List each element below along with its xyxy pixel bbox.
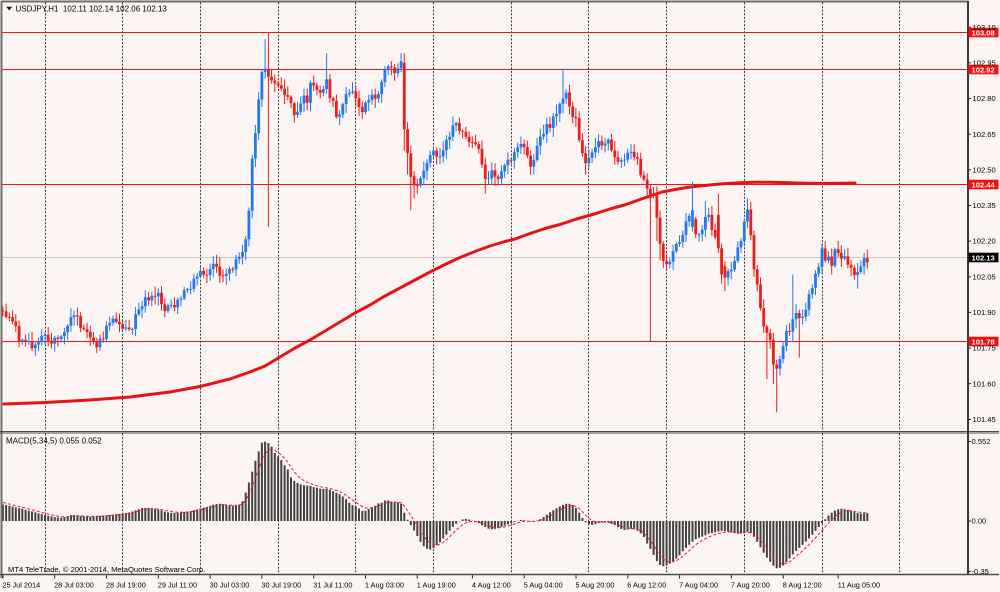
svg-text:6 Aug 12:00: 6 Aug 12:00: [627, 581, 666, 590]
svg-text:102.50: 102.50: [973, 165, 996, 174]
svg-text:101.90: 101.90: [973, 308, 996, 317]
svg-text:102.65: 102.65: [973, 130, 996, 139]
svg-text:-0.35: -0.35: [972, 567, 989, 576]
svg-text:102.80: 102.80: [973, 94, 996, 103]
svg-text:28 Jul 19:00: 28 Jul 19:00: [106, 581, 146, 590]
svg-text:5 Aug 20:00: 5 Aug 20:00: [576, 581, 615, 590]
svg-text:103.10: 103.10: [973, 23, 996, 32]
svg-text:11 Aug 05:00: 11 Aug 05:00: [838, 581, 880, 590]
svg-text:31 Jul 11:00: 31 Jul 11:00: [313, 581, 352, 590]
svg-text:MACD(5,34,5) 0.055 0.052: MACD(5,34,5) 0.055 0.052: [6, 437, 102, 446]
svg-text:1 Aug 03:00: 1 Aug 03:00: [365, 581, 404, 590]
svg-text:102.92: 102.92: [972, 65, 995, 74]
svg-text:0.00: 0.00: [972, 517, 987, 526]
svg-text:101.60: 101.60: [973, 379, 996, 388]
svg-text:102.44: 102.44: [972, 180, 996, 189]
svg-text:1 Aug 19:00: 1 Aug 19:00: [417, 581, 456, 590]
svg-text:USDJPY,H1 102.11 102.14 102.0: USDJPY,H1 102.11 102.14 102.06 102.13: [16, 5, 168, 14]
svg-text:30 Jul 03:00: 30 Jul 03:00: [210, 581, 250, 590]
svg-text:5 Aug 04:00: 5 Aug 04:00: [524, 581, 563, 590]
svg-text:102.35: 102.35: [973, 201, 996, 210]
svg-text:7 Aug 04:00: 7 Aug 04:00: [679, 581, 718, 590]
svg-text:30 Jul 19:00: 30 Jul 19:00: [261, 581, 301, 590]
svg-text:102.05: 102.05: [973, 272, 996, 281]
svg-text:29 Jul 11:00: 29 Jul 11:00: [158, 581, 197, 590]
svg-text:102.95: 102.95: [973, 58, 996, 67]
svg-text:101.78: 101.78: [972, 337, 995, 346]
svg-text:103.08: 103.08: [972, 28, 995, 37]
svg-text:28 Jul 03:00: 28 Jul 03:00: [54, 581, 94, 590]
svg-text:101.45: 101.45: [973, 415, 996, 424]
svg-text:101.75: 101.75: [973, 344, 996, 353]
svg-text:7 Aug 20:00: 7 Aug 20:00: [731, 581, 770, 590]
svg-text:8 Aug 12:00: 8 Aug 12:00: [783, 581, 822, 590]
svg-text:4 Aug 12:00: 4 Aug 12:00: [472, 581, 511, 590]
svg-text:0.552: 0.552: [972, 437, 991, 446]
svg-text:102.13: 102.13: [972, 253, 995, 262]
svg-text:102.20: 102.20: [973, 237, 996, 246]
svg-text:25 Jul 2014: 25 Jul 2014: [2, 581, 40, 590]
svg-text:MT4 TeleTrade, © 2001-2014, Me: MT4 TeleTrade, © 2001-2014, MetaQuotes S…: [8, 565, 205, 574]
